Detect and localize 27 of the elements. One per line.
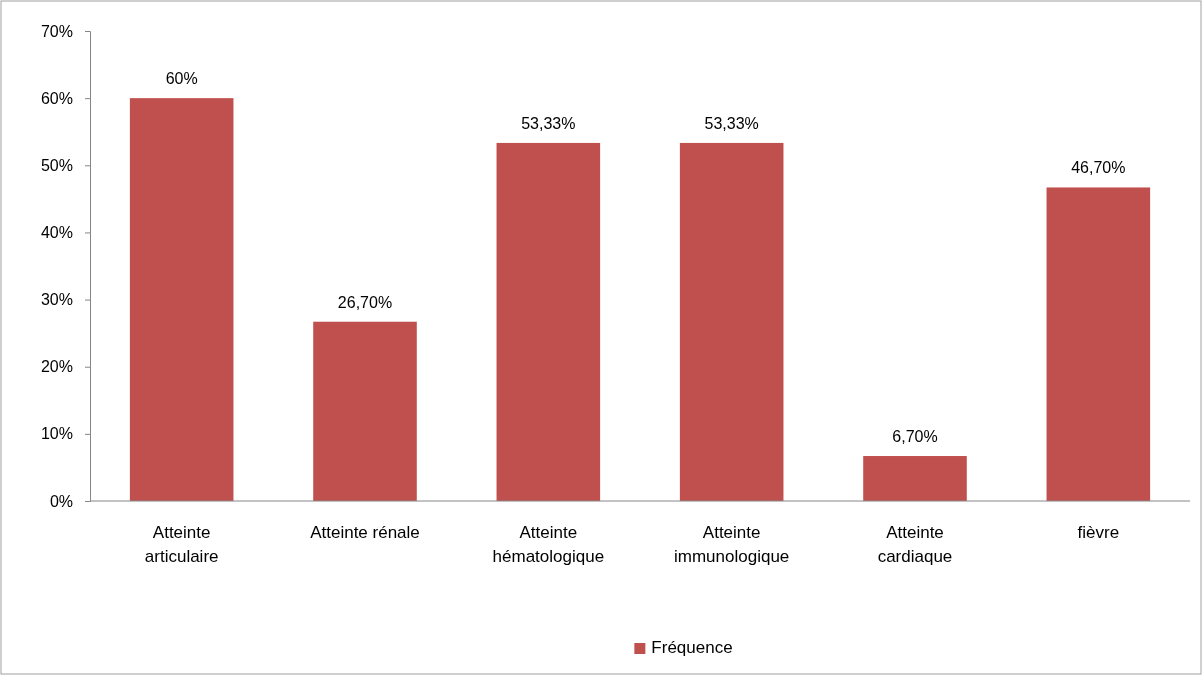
data-label: 6,70% [892,428,938,446]
bar [863,456,967,501]
bar [679,142,784,501]
x-tick-label: Atteinte articulaire [144,523,219,566]
bar [313,321,417,501]
y-tick-label: 50% [40,156,73,174]
bar [496,142,601,501]
data-label: 60% [165,70,198,88]
data-label: 53,33% [521,114,576,132]
x-tick-label: Atteinte rénale [310,523,420,542]
legend-label: Fréquence [651,638,733,657]
x-tick-label: Atteinte hématologique [492,523,605,566]
bar [1046,187,1151,501]
x-tick-label: fièvre [1077,523,1120,542]
y-tick-label: 40% [40,224,73,242]
y-tick-label: 30% [40,291,73,309]
data-label: 53,33% [704,114,759,132]
data-label: 26,70% [337,293,393,311]
bar [129,98,234,501]
data-label: 46,70% [1071,159,1126,177]
x-tick-label: Atteinte cardiaque [877,523,953,566]
y-tick-label: 70% [40,22,73,40]
y-tick-label: 20% [40,358,73,376]
x-tick-label: Atteinte immunologique [674,523,790,566]
y-tick-label: 0% [49,492,73,510]
y-tick-label: 10% [40,425,73,443]
y-tick-label: 60% [40,89,73,107]
